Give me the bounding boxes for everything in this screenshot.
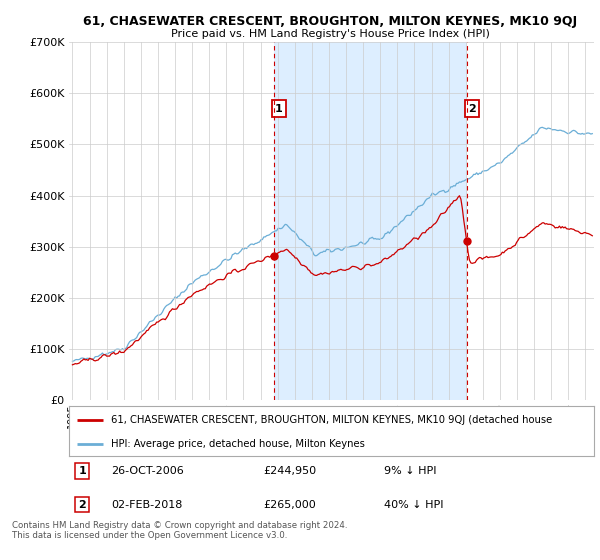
Text: 61, CHASEWATER CRESCENT, BROUGHTON, MILTON KEYNES, MK10 9QJ (detached house: 61, CHASEWATER CRESCENT, BROUGHTON, MILT… (111, 415, 552, 425)
Text: 40% ↓ HPI: 40% ↓ HPI (384, 500, 443, 510)
Text: HPI: Average price, detached house, Milton Keynes: HPI: Average price, detached house, Milt… (111, 439, 365, 449)
Text: 2: 2 (467, 104, 475, 114)
Text: 1: 1 (78, 466, 86, 476)
Text: 1: 1 (275, 104, 283, 114)
Text: 2: 2 (78, 500, 86, 510)
Text: 02-FEB-2018: 02-FEB-2018 (111, 500, 182, 510)
Text: 61, CHASEWATER CRESCENT, BROUGHTON, MILTON KEYNES, MK10 9QJ: 61, CHASEWATER CRESCENT, BROUGHTON, MILT… (83, 15, 577, 28)
Text: £265,000: £265,000 (263, 500, 316, 510)
Text: £244,950: £244,950 (263, 466, 316, 476)
Text: Contains HM Land Registry data © Crown copyright and database right 2024.
This d: Contains HM Land Registry data © Crown c… (12, 521, 347, 540)
Text: 9% ↓ HPI: 9% ↓ HPI (384, 466, 437, 476)
Bar (274, 42, 467, 400)
Text: Price paid vs. HM Land Registry's House Price Index (HPI): Price paid vs. HM Land Registry's House … (170, 29, 490, 39)
Text: 26-OCT-2006: 26-OCT-2006 (111, 466, 184, 476)
